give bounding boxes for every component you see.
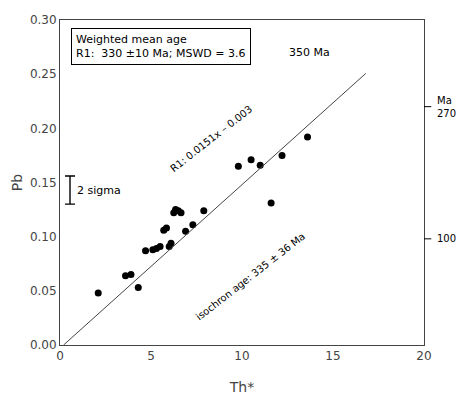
svg-text:0.25: 0.25 (30, 67, 57, 81)
svg-text:Ma270: Ma270 (437, 95, 456, 119)
svg-text:0.10: 0.10 (30, 230, 57, 244)
svg-text:Pb: Pb (9, 174, 25, 191)
svg-text:20: 20 (416, 349, 431, 363)
svg-text:Weighted mean ageR1: 330 ±10: Weighted mean ageR1: 330 ±10 Ma; MSWD = … (76, 33, 246, 60)
svg-text:0.30: 0.30 (30, 13, 57, 27)
svg-text:100: 100 (437, 233, 456, 244)
svg-text:isochron age: 335 ± 36 Ma: isochron age: 335 ± 36 Ma (194, 231, 307, 323)
svg-text:15: 15 (325, 349, 340, 363)
svg-text:5: 5 (147, 349, 155, 363)
svg-text:0.05: 0.05 (30, 284, 57, 298)
svg-text:2 sigma: 2 sigma (77, 184, 121, 197)
svg-text:Th*: Th* (229, 379, 254, 395)
svg-text:0.00: 0.00 (30, 338, 57, 352)
svg-text:0.20: 0.20 (30, 122, 57, 136)
svg-text:0.15: 0.15 (30, 176, 57, 190)
svg-text:R1: 0.0151x – 0.003: R1: 0.0151x – 0.003 (168, 103, 254, 174)
svg-text:350 Ma: 350 Ma (289, 46, 330, 59)
svg-text:10: 10 (234, 349, 249, 363)
svg-text:0: 0 (56, 349, 64, 363)
